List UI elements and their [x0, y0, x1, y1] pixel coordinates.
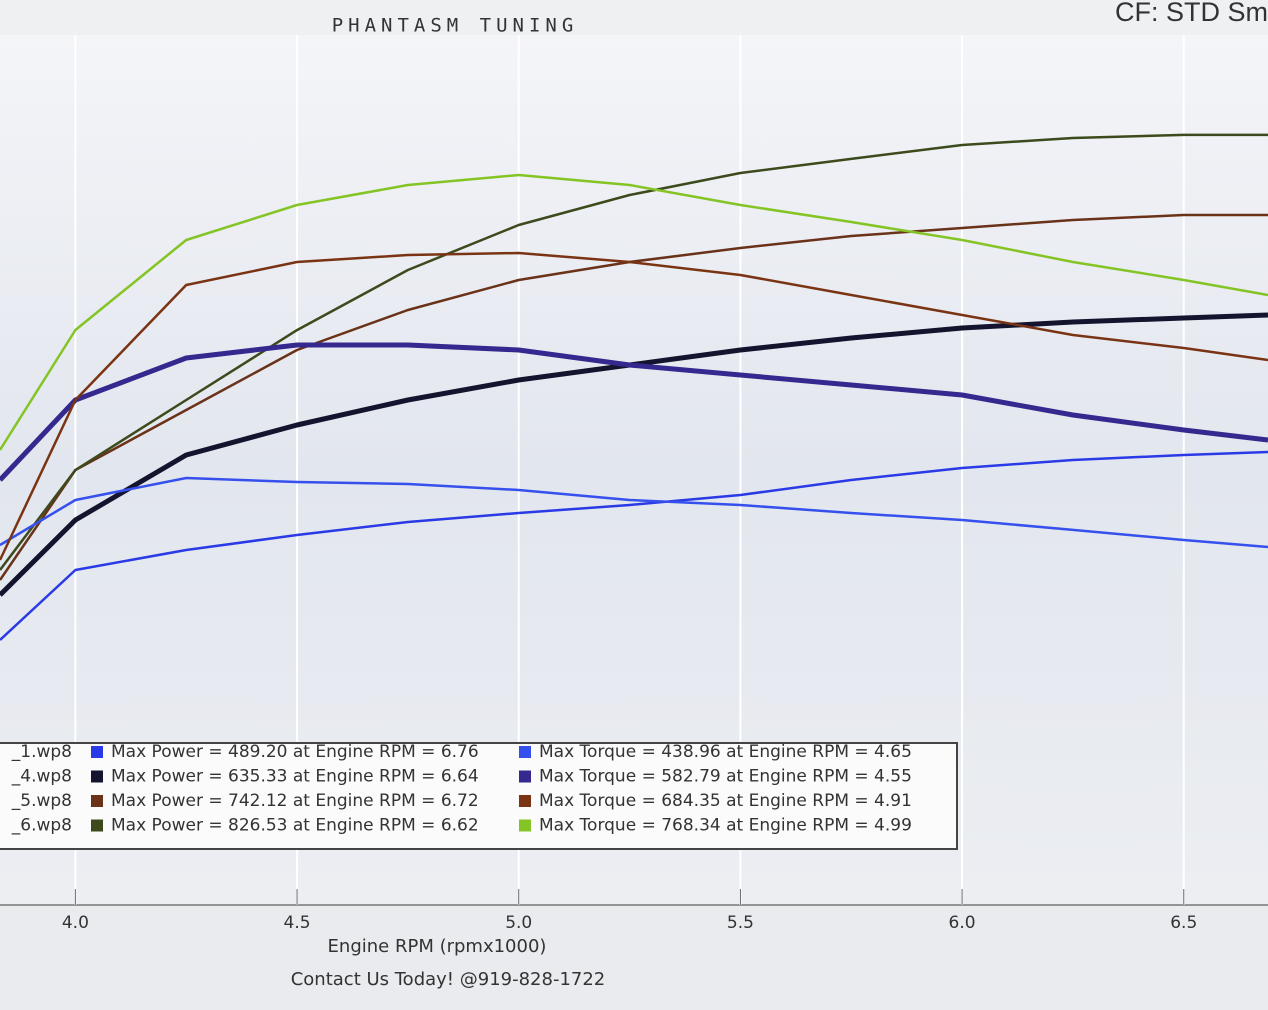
legend-box	[0, 742, 958, 850]
x-tick-label: 4.0	[62, 913, 89, 933]
footer: Contact Us Today! @919-828-1722	[291, 969, 606, 990]
legend-label: Max Power = 826.53 at Engine RPM = 6.62	[111, 816, 479, 836]
correction-factor: CF: STD Sm	[1115, 0, 1268, 27]
series-line	[0, 450, 1268, 641]
legend-file: _5.wp8	[11, 791, 72, 811]
legend-file: _4.wp8	[11, 767, 72, 787]
x-tick-label: 5.5	[727, 913, 754, 933]
legend-label: Max Torque = 768.34 at Engine RPM = 4.99	[539, 816, 912, 836]
legend-swatch	[91, 770, 103, 783]
legend-swatch	[519, 819, 531, 832]
legend: _1.wp8 _4.wp8 _5.wp8 _6.wp8 Max Power = 489.…	[0, 742, 958, 850]
x-tick-label: 6.5	[1170, 913, 1197, 933]
legend-swatch	[519, 795, 531, 807]
series-line	[0, 476, 1268, 549]
header-band	[0, 0, 1268, 35]
legend-swatch	[91, 819, 103, 832]
legend-label: Max Power = 742.12 at Engine RPM = 6.72	[111, 791, 479, 811]
legend-swatch	[519, 770, 531, 783]
x-tick-label: 5.0	[505, 913, 532, 933]
legend-swatch	[91, 746, 103, 758]
legend-file: _6.wp8	[11, 816, 72, 836]
series-line	[0, 173, 1268, 451]
x-tick-label: 4.5	[284, 913, 311, 933]
legend-label: Max Power = 635.33 at Engine RPM = 6.64	[111, 767, 479, 787]
header-title: PHANTASM TUNING	[332, 15, 579, 37]
legend-label: Max Power = 489.20 at Engine RPM = 6.76	[111, 742, 479, 762]
legend-file: _1.wp8	[11, 742, 72, 762]
legend-label: Max Torque = 582.79 at Engine RPM = 4.55	[539, 767, 912, 787]
series-line	[0, 342, 1268, 482]
series-line	[0, 133, 1268, 571]
series-line	[0, 251, 1268, 561]
legend-swatch	[519, 746, 531, 758]
x-axis-label: Engine RPM (rpmx1000)	[328, 936, 547, 957]
legend-label: Max Torque = 684.35 at Engine RPM = 4.91	[539, 791, 912, 811]
x-tick-label: 6.0	[949, 913, 976, 933]
legend-label: Max Torque = 438.96 at Engine RPM = 4.65	[539, 742, 912, 762]
legend-swatch	[91, 795, 103, 807]
lines	[0, 133, 1268, 641]
